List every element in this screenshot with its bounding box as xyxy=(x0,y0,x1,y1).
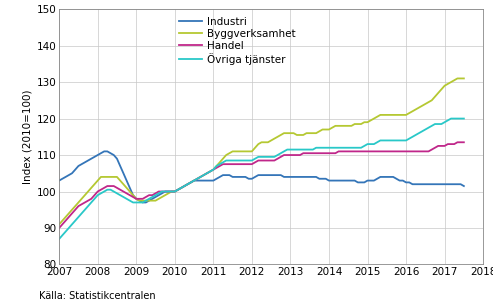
Industri xyxy=(56,179,62,182)
Byggverksamhet xyxy=(397,113,403,117)
Byggverksamhet xyxy=(56,223,62,226)
Industri xyxy=(101,150,107,153)
Industri xyxy=(403,181,409,184)
Industri xyxy=(297,175,303,179)
Byggverksamhet xyxy=(297,133,303,137)
Industri xyxy=(140,201,145,204)
Industri xyxy=(304,175,310,179)
Text: Källa: Statistikcentralen: Källa: Statistikcentralen xyxy=(39,291,156,301)
Övriga tjänster xyxy=(461,117,467,120)
Byggverksamhet xyxy=(432,95,438,98)
Övriga tjänster xyxy=(297,148,303,151)
Övriga tjänster xyxy=(448,117,454,120)
Handel xyxy=(297,153,303,157)
Övriga tjänster xyxy=(313,146,319,150)
Handel xyxy=(56,226,62,230)
Line: Byggverksamhet: Byggverksamhet xyxy=(59,78,464,224)
Y-axis label: Index (2010=100): Index (2010=100) xyxy=(23,90,33,184)
Line: Övriga tjänster: Övriga tjänster xyxy=(59,119,464,239)
Handel xyxy=(291,153,297,157)
Industri xyxy=(75,164,81,168)
Handel xyxy=(461,140,467,144)
Handel xyxy=(455,140,460,144)
Industri xyxy=(438,182,444,186)
Övriga tjänster xyxy=(56,237,62,241)
Övriga tjänster xyxy=(291,148,297,151)
Legend: Industri, Byggverksamhet, Handel, Övriga tjänster: Industri, Byggverksamhet, Handel, Övriga… xyxy=(179,17,296,65)
Industri xyxy=(461,184,467,188)
Line: Handel: Handel xyxy=(59,142,464,228)
Byggverksamhet xyxy=(291,131,297,135)
Handel xyxy=(313,151,319,155)
Övriga tjänster xyxy=(75,215,81,219)
Övriga tjänster xyxy=(397,139,403,142)
Handel xyxy=(397,150,403,153)
Handel xyxy=(432,146,438,150)
Industri xyxy=(319,177,325,181)
Line: Industri: Industri xyxy=(59,151,464,202)
Övriga tjänster xyxy=(432,122,438,126)
Byggverksamhet xyxy=(461,77,467,80)
Byggverksamhet xyxy=(75,201,81,204)
Byggverksamhet xyxy=(313,131,319,135)
Handel xyxy=(75,204,81,208)
Byggverksamhet xyxy=(455,77,460,80)
